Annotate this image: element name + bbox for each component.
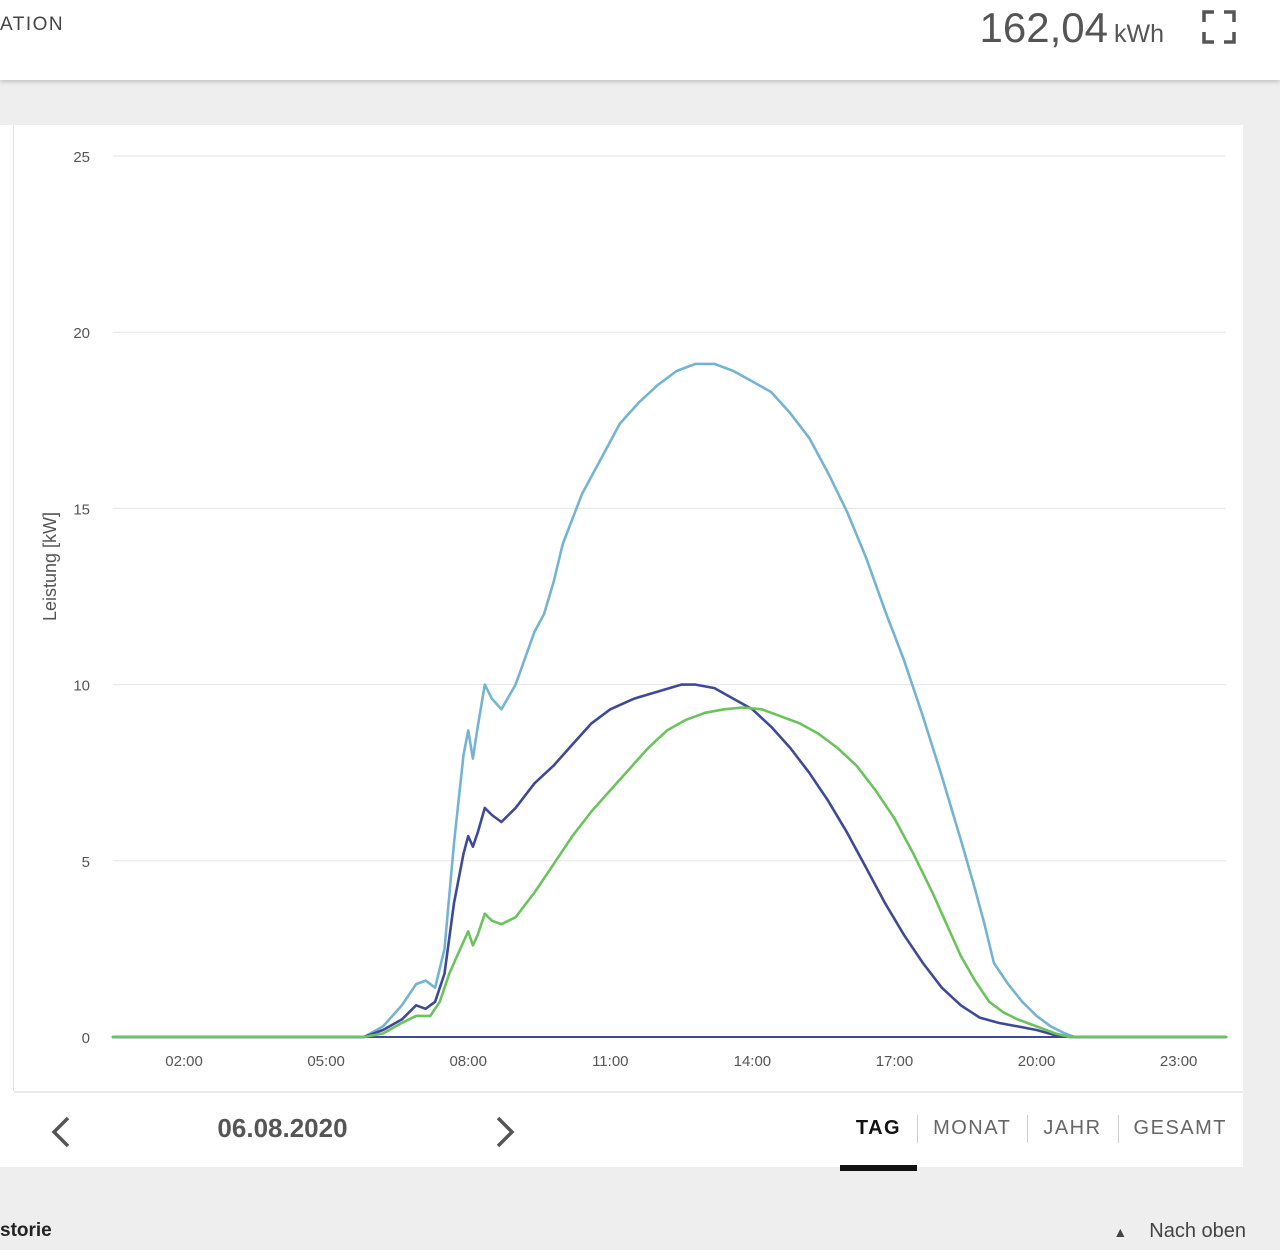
y-tick-label: 0 (82, 1030, 90, 1047)
energy-unit: kWh (1114, 20, 1164, 48)
period-tabs: TAG MONAT JAHR GESAMT (839, 1113, 1243, 1171)
tab-monat[interactable]: MONAT (917, 1113, 1027, 1167)
top-bar: ATION 162,04 kWh (0, 0, 1280, 80)
series-line-2 (111, 683, 1228, 1039)
power-chart: 0 5 10 15 20 25 02:00 05:00 08:00 11:00 14:00 17:00… (40, 149, 1228, 1070)
chart-card: 0 5 10 15 20 25 02:00 05:00 08:00 11:00 14:00 17:00… (0, 125, 1243, 1171)
chevron-left-icon (51, 1116, 70, 1148)
energy-total: 162,04 kWh (980, 4, 1164, 52)
series-line-3 (111, 706, 1228, 1039)
x-tick-label: 20:00 (1018, 1053, 1056, 1070)
y-tick-label: 15 (73, 501, 90, 518)
next-day-button[interactable] (484, 1110, 524, 1154)
x-tick-label: 08:00 (449, 1053, 487, 1070)
tab-gesamt[interactable]: GESAMT (1117, 1113, 1243, 1167)
tab-jahr[interactable]: JAHR (1027, 1113, 1117, 1167)
tab-tag[interactable]: TAG (839, 1113, 918, 1171)
y-tick-label: 20 (73, 325, 90, 342)
x-tick-label: 23:00 (1160, 1053, 1198, 1070)
card-left-border (13, 125, 14, 1091)
x-tick-label: 05:00 (307, 1053, 345, 1070)
y-tick-label: 10 (73, 678, 90, 695)
triangle-up-icon: ▲ (1113, 1223, 1128, 1240)
selected-date[interactable]: 06.08.2020 (217, 1113, 348, 1143)
x-tick-label: 14:00 (734, 1053, 772, 1070)
x-tick-label: 11:00 (592, 1053, 628, 1070)
back-to-top-label: Nach oben (1149, 1220, 1246, 1242)
page-title: ATION (0, 14, 65, 35)
series-line-1 (111, 362, 1228, 1039)
y-tick-label: 25 (73, 149, 90, 166)
previous-day-button[interactable] (42, 1110, 82, 1154)
energy-value: 162,04 (979, 4, 1108, 51)
history-heading: storie (0, 1220, 52, 1241)
fullscreen-icon[interactable] (1198, 6, 1240, 48)
chart-divider (14, 1091, 1243, 1093)
back-to-top-link[interactable]: ▲ Nach oben (1113, 1220, 1246, 1243)
y-tick-label: 5 (82, 854, 90, 871)
y-axis-label: Leistung [kW] (40, 512, 60, 621)
x-tick-label: 02:00 (165, 1053, 203, 1070)
chevron-right-icon (496, 1116, 515, 1148)
x-tick-label: 17:00 (876, 1053, 914, 1070)
